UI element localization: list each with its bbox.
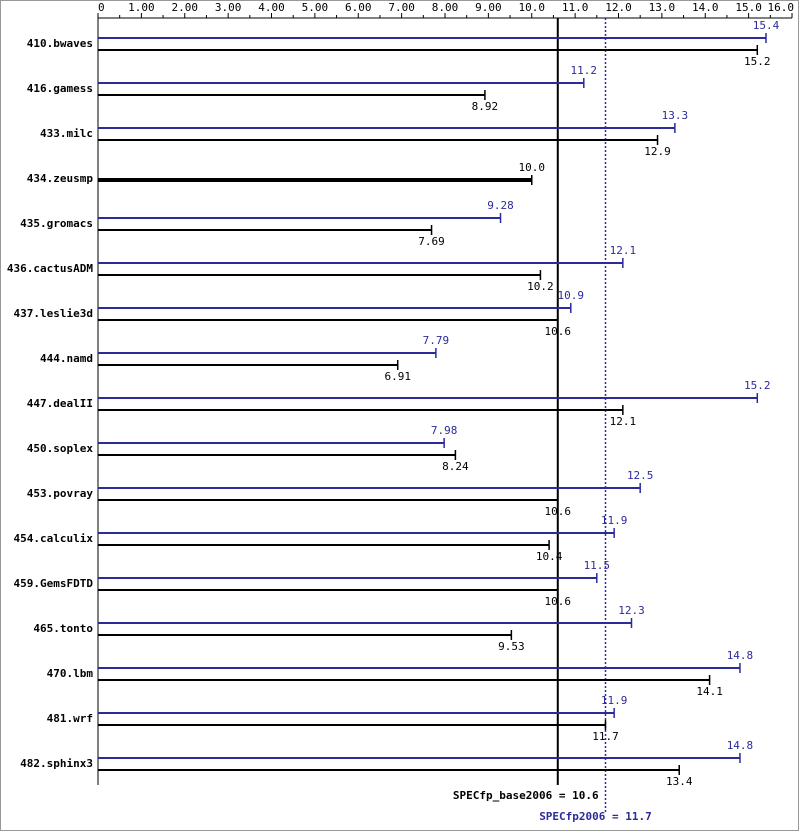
category-label: 465.tonto bbox=[33, 622, 93, 635]
value-label: 10.2 bbox=[527, 280, 554, 293]
x-tick-label: 16.0 bbox=[768, 1, 795, 14]
value-label: 10.6 bbox=[545, 595, 572, 608]
value-label: 11.9 bbox=[601, 694, 628, 707]
category-label: 410.bwaves bbox=[27, 37, 93, 50]
value-label: 11.2 bbox=[571, 64, 598, 77]
value-label: 10.6 bbox=[545, 505, 572, 518]
value-label: 10.4 bbox=[536, 550, 563, 563]
x-tick-label: 10.0 bbox=[519, 1, 546, 14]
x-tick-label: 2.00 bbox=[172, 1, 199, 14]
value-label: 11.5 bbox=[584, 559, 611, 572]
reference-label: SPECfp2006 = 11.7 bbox=[539, 810, 652, 823]
value-label: 11.7 bbox=[592, 730, 619, 743]
value-label: 7.79 bbox=[423, 334, 450, 347]
category-label: 453.povray bbox=[27, 487, 94, 500]
x-tick-label: 15.0 bbox=[735, 1, 762, 14]
value-label: 8.24 bbox=[442, 460, 469, 473]
x-tick-label: 5.00 bbox=[302, 1, 329, 14]
value-label: 12.3 bbox=[618, 604, 645, 617]
value-label: 11.9 bbox=[601, 514, 628, 527]
x-tick-label: 4.00 bbox=[258, 1, 285, 14]
value-label: 15.2 bbox=[744, 379, 771, 392]
x-tick-label: 3.00 bbox=[215, 1, 242, 14]
x-tick-label: 8.00 bbox=[432, 1, 459, 14]
category-label: 416.gamess bbox=[27, 82, 93, 95]
x-tick-label: 14.0 bbox=[692, 1, 719, 14]
category-label: 459.GemsFDTD bbox=[14, 577, 94, 590]
category-label: 436.cactusADM bbox=[7, 262, 93, 275]
value-label: 13.4 bbox=[666, 775, 693, 788]
x-tick-label: 0 bbox=[98, 1, 105, 14]
value-label: 8.92 bbox=[472, 100, 499, 113]
x-tick-label: 9.00 bbox=[475, 1, 502, 14]
x-tick-label: 7.00 bbox=[388, 1, 415, 14]
category-label: 482.sphinx3 bbox=[20, 757, 93, 770]
x-tick-label: 6.00 bbox=[345, 1, 372, 14]
value-label: 14.8 bbox=[727, 739, 754, 752]
reference-label: SPECfp_base2006 = 10.6 bbox=[453, 789, 599, 802]
value-label: 15.4 bbox=[753, 19, 780, 32]
category-label: 447.dealII bbox=[27, 397, 93, 410]
value-label: 14.1 bbox=[696, 685, 723, 698]
value-label: 7.69 bbox=[418, 235, 445, 248]
value-label: 15.2 bbox=[744, 55, 771, 68]
x-tick-label: 13.0 bbox=[649, 1, 676, 14]
category-label: 434.zeusmp bbox=[27, 172, 94, 185]
value-label: 10.9 bbox=[558, 289, 585, 302]
value-label: 7.98 bbox=[431, 424, 458, 437]
x-tick-label: 12.0 bbox=[605, 1, 632, 14]
value-label: 13.3 bbox=[662, 109, 689, 122]
category-label: 437.leslie3d bbox=[14, 307, 93, 320]
value-label: 12.5 bbox=[627, 469, 654, 482]
category-label: 470.lbm bbox=[47, 667, 94, 680]
value-label: 10.6 bbox=[545, 325, 572, 338]
value-label: 12.1 bbox=[610, 244, 637, 257]
value-label: 6.91 bbox=[384, 370, 411, 383]
value-label: 14.8 bbox=[727, 649, 754, 662]
category-label: 450.soplex bbox=[27, 442, 94, 455]
category-label: 444.namd bbox=[40, 352, 93, 365]
category-label: 454.calculix bbox=[14, 532, 94, 545]
value-label: 12.1 bbox=[610, 415, 637, 428]
category-label: 481.wrf bbox=[47, 712, 93, 725]
x-tick-label: 11.0 bbox=[562, 1, 589, 14]
value-label: 9.53 bbox=[498, 640, 525, 653]
category-label: 433.milc bbox=[40, 127, 93, 140]
value-label: 10.0 bbox=[519, 161, 546, 174]
x-tick-label: 1.00 bbox=[128, 1, 155, 14]
value-label: 9.28 bbox=[487, 199, 514, 212]
value-label: 12.9 bbox=[644, 145, 671, 158]
category-label: 435.gromacs bbox=[20, 217, 93, 230]
